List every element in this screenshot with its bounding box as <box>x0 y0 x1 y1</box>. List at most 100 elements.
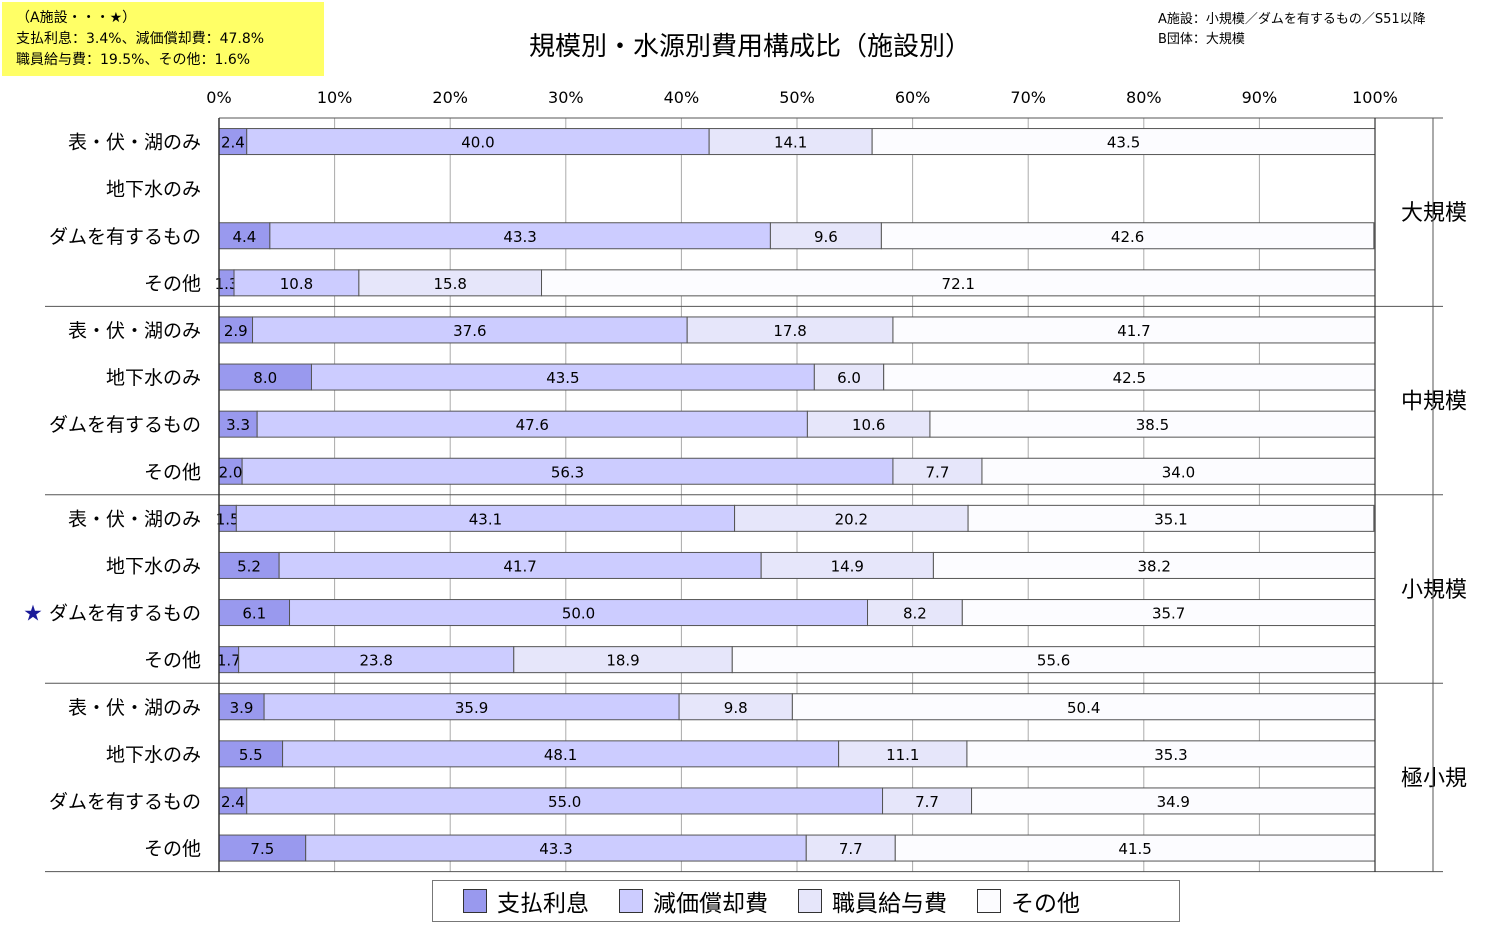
data-label: 1.3 <box>215 275 239 293</box>
bar-segment <box>218 693 265 721</box>
data-label: 35.9 <box>455 699 488 717</box>
bar-segment <box>218 128 248 156</box>
data-label: 10.8 <box>280 275 313 293</box>
bar-segment <box>241 457 894 485</box>
note-line-1: （A施設・・・★） <box>16 10 137 26</box>
chart-title: 規模別・水源別費用構成比（施設別） <box>528 32 971 62</box>
category-label: 地下水のみ <box>106 744 201 766</box>
bar-segment <box>541 269 1376 297</box>
bar-segment <box>981 457 1376 485</box>
bar-segment <box>235 504 736 532</box>
category-label: その他 <box>144 273 201 295</box>
data-label: 38.2 <box>1138 557 1171 575</box>
legend-swatch-salary <box>798 889 822 913</box>
x-tick-label: 20% <box>432 88 468 107</box>
data-label: 41.7 <box>503 557 536 575</box>
legend-item-depreciation: 減価償却費 <box>619 884 768 918</box>
data-label: 43.5 <box>546 369 579 387</box>
data-label: 50.0 <box>562 605 595 623</box>
data-label: 37.6 <box>453 322 486 340</box>
category-label: ダムを有するもの <box>49 791 201 813</box>
data-label: 8.2 <box>903 605 927 623</box>
data-label: 23.8 <box>360 652 393 670</box>
data-label: 7.7 <box>926 463 950 481</box>
data-label: 20.2 <box>835 510 868 528</box>
x-tick-label: 30% <box>548 88 584 107</box>
bar-segment <box>678 693 793 721</box>
legend-item-other: その他 <box>977 884 1080 918</box>
bar-segment <box>966 740 1376 768</box>
bar-segment <box>892 316 1376 344</box>
data-label: 48.1 <box>544 746 577 764</box>
data-label: 14.1 <box>774 134 807 152</box>
bar-segment <box>882 787 973 815</box>
bar-segment <box>358 269 543 297</box>
data-label: 9.6 <box>814 228 838 246</box>
data-label: 43.3 <box>503 228 536 246</box>
legend-item-interest: 支払利息 <box>463 884 589 918</box>
category-label: その他 <box>144 838 201 860</box>
bar-segment <box>791 693 1376 721</box>
data-label: 3.3 <box>226 416 250 434</box>
bar-segment <box>838 740 968 768</box>
bar-segment <box>929 410 1376 438</box>
bar-segment <box>894 834 1376 862</box>
data-label: 6.0 <box>837 369 861 387</box>
data-label: 7.5 <box>250 840 274 858</box>
annotation-note: （A施設・・・★） 支払利息：3.4%、減価償却費：47.8% 職員給与費：19… <box>2 2 324 76</box>
data-label: 2.0 <box>219 463 243 481</box>
bar-segment <box>961 599 1376 627</box>
category-label: その他 <box>144 650 201 672</box>
data-label: 35.3 <box>1154 746 1187 764</box>
x-tick-label: 80% <box>1126 88 1162 107</box>
category-label: 地下水のみ <box>106 367 201 389</box>
category-label: ダムを有するもの <box>49 414 201 436</box>
data-label: 38.5 <box>1136 416 1169 434</box>
category-label: ダムを有するもの <box>49 226 201 248</box>
info-line-2: B団体：大規模 <box>1158 32 1245 47</box>
data-label: 50.4 <box>1067 699 1100 717</box>
bar-segment <box>246 128 710 156</box>
x-tick-label: 100% <box>1352 88 1398 107</box>
data-label: 35.1 <box>1154 510 1187 528</box>
category-label: その他 <box>144 461 201 483</box>
note-line-2: 支払利息：3.4%、減価償却費：47.8% <box>16 31 265 47</box>
x-tick-label: 60% <box>895 88 931 107</box>
bar-segment <box>805 834 896 862</box>
data-label: 1.7 <box>217 652 241 670</box>
data-label: 5.2 <box>237 557 261 575</box>
group-label: 極小規 <box>1401 766 1467 791</box>
data-label: 34.0 <box>1162 463 1195 481</box>
info-note: A施設：小規模／ダムを有するもの／S51以降 B団体：大規模 <box>1158 10 1426 50</box>
legend-label-other: その他 <box>1011 891 1080 917</box>
group-label: 中規模 <box>1401 390 1467 415</box>
bar-segment <box>760 551 934 579</box>
x-tick-label: 50% <box>779 88 815 107</box>
bar-segment <box>218 316 254 344</box>
data-label: 56.3 <box>551 463 584 481</box>
bar-segment <box>269 222 771 250</box>
data-label: 41.5 <box>1118 840 1151 858</box>
data-label: 42.5 <box>1113 369 1146 387</box>
data-label: 7.7 <box>839 840 863 858</box>
data-label: 4.4 <box>233 228 257 246</box>
bar-segment <box>880 222 1375 250</box>
bar-segment <box>932 551 1376 579</box>
bar-segment <box>256 410 808 438</box>
data-label: 2.9 <box>224 322 248 340</box>
bar-segment <box>806 410 931 438</box>
bar-segment <box>233 269 360 297</box>
data-label: 34.9 <box>1157 793 1190 811</box>
bar-segment <box>708 128 873 156</box>
bar-segment <box>218 551 280 579</box>
data-label: 15.8 <box>433 275 466 293</box>
note-line-3: 職員給与費：19.5%、その他：1.6% <box>16 52 251 68</box>
bar-segment <box>282 740 840 768</box>
star-marker-icon: ★ <box>23 602 43 627</box>
legend-swatch-depreciation <box>619 889 643 913</box>
legend-swatch-interest <box>463 889 487 913</box>
data-label: 6.1 <box>242 605 266 623</box>
data-label: 10.6 <box>852 416 885 434</box>
data-label: 18.9 <box>606 652 639 670</box>
data-label: 8.0 <box>253 369 277 387</box>
